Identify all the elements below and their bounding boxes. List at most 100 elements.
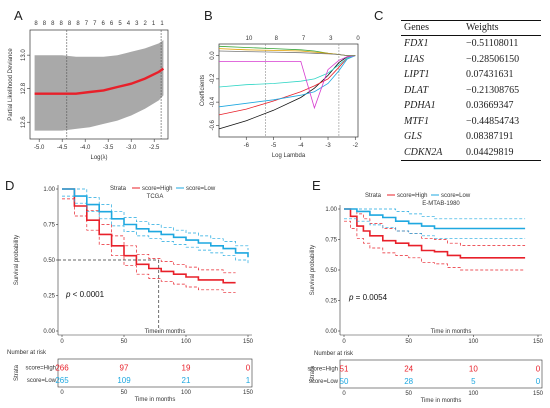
panel-b-ylabel: Coefficients bbox=[200, 75, 206, 106]
panel-a-xtick-label: -4.0 bbox=[80, 145, 91, 151]
panel-c-letter: C bbox=[374, 8, 383, 23]
panel-b-coef-path bbox=[218, 55, 356, 108]
panel-d-risk-row-label: score=Low bbox=[27, 378, 57, 384]
table-row: PDHA1 0.03669347 bbox=[401, 98, 541, 114]
panel-b-xlabel: Log Lambda bbox=[272, 153, 306, 159]
panel-a-top-tick: 8 bbox=[68, 21, 72, 27]
panel-a-top-tick: 1 bbox=[152, 21, 156, 27]
panel-e-ylabel: Survival probability bbox=[310, 245, 316, 295]
panel-e-risk-value: 24 bbox=[404, 364, 413, 373]
panel-a-letter: A bbox=[14, 8, 23, 23]
panel-b-xtick-label: -5 bbox=[271, 143, 277, 149]
gene-weight: −0.21308765 bbox=[466, 84, 520, 96]
panel-d-ytick-label: 1.00 bbox=[43, 187, 55, 193]
panel-a-top-tick: 6 bbox=[102, 21, 106, 27]
panel-e-risk-title: Number at risk bbox=[314, 351, 354, 357]
table-row: LIAS −0.28506150 bbox=[401, 52, 541, 68]
panel-d-letter: D bbox=[5, 178, 14, 193]
gene-weight: −0.44854743 bbox=[466, 115, 520, 127]
table-row: GLS 0.08387191 bbox=[401, 129, 541, 145]
panel-e-xtick-label: 50 bbox=[405, 339, 412, 345]
panel-b-top-tick: 0 bbox=[356, 36, 360, 42]
panel-d-risk-value: 21 bbox=[182, 376, 191, 385]
panel-a-top-tick: 4 bbox=[127, 21, 131, 27]
panel-a-xtick-label: -3.5 bbox=[103, 145, 114, 151]
panel-e-ytick-label: 0.50 bbox=[325, 268, 337, 274]
panel-e-ci-upper bbox=[344, 208, 526, 220]
panel-e-ytick-label: 0.75 bbox=[325, 238, 337, 244]
panel-b-xtick-label: -3 bbox=[325, 143, 331, 149]
panel-e-legend-high: score=High bbox=[397, 193, 428, 199]
panel-a-ytick-label: 12.6 bbox=[21, 116, 27, 128]
panel-d-risk-value: 265 bbox=[55, 376, 69, 385]
panel-a-top-tick: 8 bbox=[76, 21, 80, 27]
panel-d-ytick-label: 0.75 bbox=[43, 223, 55, 229]
panel-b-coef-path bbox=[218, 55, 356, 116]
panel-d-xlabel: Time in months bbox=[145, 329, 186, 335]
panel-d-ci-upper bbox=[62, 188, 236, 274]
panel-b-coef-path bbox=[219, 55, 356, 110]
panel-b-top-tick: 7 bbox=[302, 36, 306, 42]
panel-b-ytick-label: -0.4 bbox=[210, 96, 216, 107]
panel-d-km-high bbox=[62, 188, 236, 284]
panel-e-risk-row-label: score=High bbox=[307, 366, 338, 372]
panel-e-xtick-label: 0 bbox=[342, 339, 346, 345]
panel-d-xtick-label: 100 bbox=[181, 339, 192, 345]
panel-a-top-tick: 6 bbox=[110, 21, 114, 27]
panel-e-risk-xtick-label: 50 bbox=[405, 391, 412, 397]
gene-name: CDKN2A bbox=[404, 146, 443, 158]
panel-b-xtick-label: -2 bbox=[353, 143, 359, 149]
panel-d-risk-title: Number at risk bbox=[7, 350, 47, 356]
panel-d-risk-value: 266 bbox=[55, 363, 69, 372]
panel-d-risk-axis: Strata bbox=[14, 364, 20, 381]
gene-name: GLS bbox=[404, 131, 422, 142]
panel-a-top-tick: 8 bbox=[34, 21, 38, 27]
panel-a-xtick-label: -5.0 bbox=[34, 145, 45, 151]
panel-e-xtick-label: 100 bbox=[468, 339, 479, 345]
panel-e-risk-value: 5 bbox=[471, 377, 476, 386]
table-row: MTF1 −0.44854743 bbox=[401, 114, 541, 130]
panel-a-xtick-label: -3.0 bbox=[126, 145, 137, 151]
panel-d-xtick-label: 50 bbox=[121, 339, 128, 345]
gene-weight: −0.51108011 bbox=[466, 38, 519, 49]
panel-d-risk-xlabel: Time in months bbox=[135, 397, 176, 403]
panel-e-risk-value: 28 bbox=[404, 377, 413, 386]
gene-name: MTF1 bbox=[404, 115, 429, 127]
panel-e-km-high bbox=[344, 208, 526, 259]
gene-weight: 0.03669347 bbox=[466, 100, 514, 111]
panel-d-pvalue: p < 0.0001 bbox=[65, 290, 105, 299]
panel-d-risk-value: 97 bbox=[120, 363, 129, 372]
weights-header: Weights bbox=[466, 22, 499, 33]
panel-a-top-tick: 7 bbox=[93, 21, 97, 27]
panel-e-legend-low: score=Low bbox=[441, 193, 471, 199]
panel-e-xtick-label: 150 bbox=[533, 339, 544, 345]
panel-d-legend-low: score=Low bbox=[186, 186, 216, 192]
table-row: CDKN2A 0.04429819 bbox=[401, 145, 541, 161]
panel-d-risk-xtick-label: 150 bbox=[243, 390, 254, 396]
panel-a-deviance-line bbox=[34, 67, 165, 95]
panel-b-top-tick: 3 bbox=[329, 36, 333, 42]
panel-e-risk-xlabel: Time in months bbox=[421, 398, 462, 404]
panel-e-risk-xtick-label: 0 bbox=[342, 391, 346, 397]
panel-d-ylabel: Survival probability bbox=[14, 235, 20, 285]
panel-e-ytick-label: 1.00 bbox=[325, 207, 337, 213]
panel-d-risk-value: 19 bbox=[182, 363, 191, 372]
panel-d-xtick-label: 0 bbox=[60, 339, 64, 345]
panel-a-ytick-label: 13.0 bbox=[21, 49, 27, 61]
panel-a-top-tick: 8 bbox=[60, 21, 64, 27]
genes-header: Genes bbox=[404, 22, 429, 33]
gene-name: LIAS bbox=[404, 53, 424, 65]
table-row: DLAT −0.21308765 bbox=[401, 83, 541, 99]
panel-d-ytick-label: 0.25 bbox=[43, 294, 55, 300]
panel-b-top-tick: 8 bbox=[275, 36, 279, 42]
panel-e-risk-xtick-label: 100 bbox=[468, 391, 479, 397]
panel-d-risk-value: 109 bbox=[117, 376, 131, 385]
panel-d-xtick-label: 150 bbox=[243, 339, 254, 345]
panel-e-risk-value: 10 bbox=[469, 364, 478, 373]
gene-name: PDHA1 bbox=[404, 100, 436, 111]
panel-e-risk-value: 50 bbox=[340, 377, 349, 386]
panel-d-title: TCGA bbox=[147, 194, 164, 200]
gene-name: LIPT1 bbox=[404, 69, 430, 80]
panel-b-top-tick: 10 bbox=[246, 36, 253, 42]
